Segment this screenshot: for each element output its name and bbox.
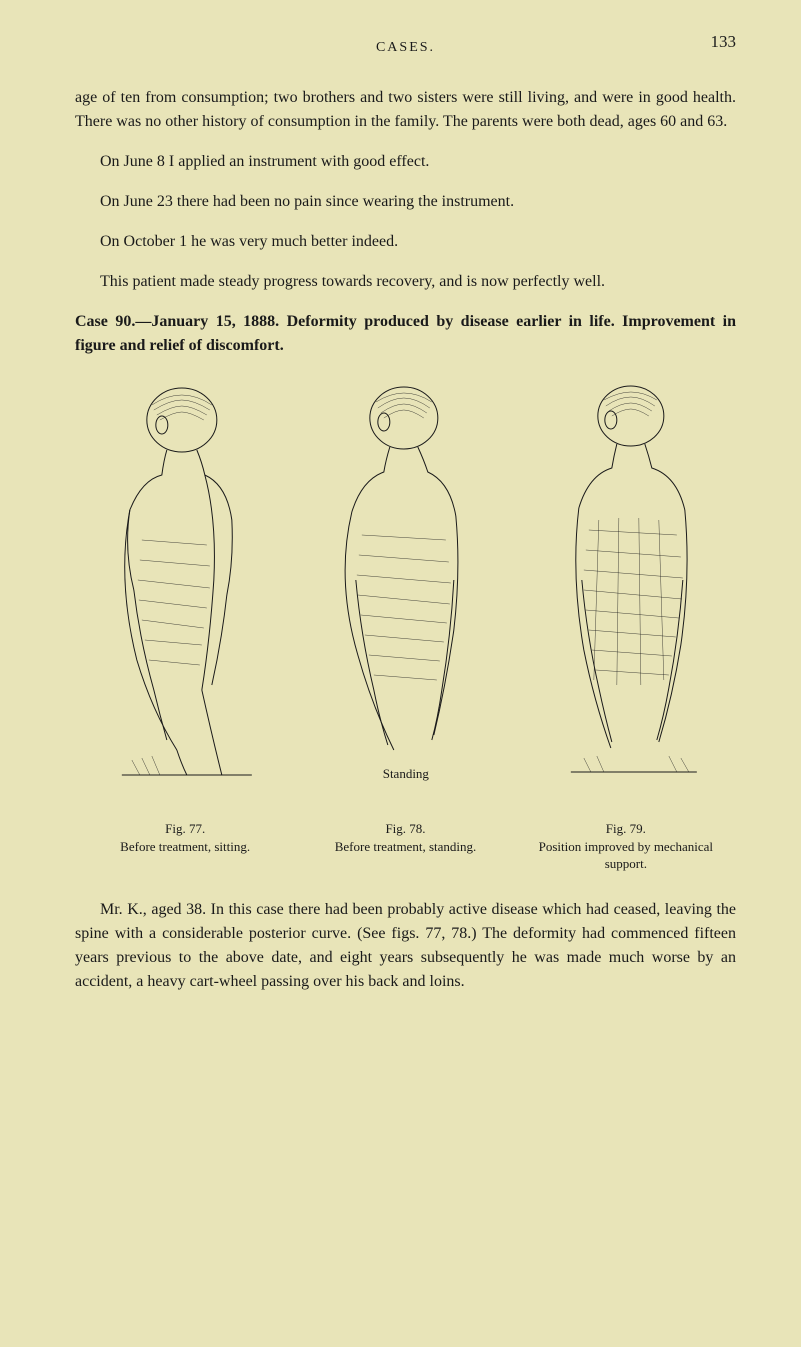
fig77-label: Fig. 77.: [165, 821, 205, 836]
paragraph-3: On June 23 there had been no pain since …: [75, 190, 736, 214]
paragraph-5: This patient made steady progress toward…: [75, 270, 736, 294]
paragraph-4: On October 1 he was very much better ind…: [75, 230, 736, 254]
figure-77: [75, 380, 289, 805]
fig78-label: Fig. 78.: [385, 821, 425, 836]
page-container: CASES. 133 age of ten from consumption; …: [0, 0, 801, 1042]
fig79-label: Fig. 79.: [606, 821, 646, 836]
caption-77: Fig. 77. Before treatment, sitting.: [75, 820, 295, 873]
fig79-caption: Position improved by mechanical support.: [539, 839, 713, 872]
paragraph-6: Mr. K., aged 38. In this case there had …: [75, 898, 736, 994]
paragraph-1: age of ten from consumption; two brother…: [75, 86, 736, 134]
fig78-caption: Before treatment, standing.: [335, 839, 477, 854]
case-heading: Case 90.—January 15, 1888. Deformity pro…: [75, 310, 736, 358]
paragraph-2: On June 8 I applied an instrument with g…: [75, 150, 736, 174]
figure-79-svg: [522, 380, 736, 800]
figure-79: [522, 380, 736, 805]
header-label: CASES.: [75, 40, 736, 56]
figure-78-svg: Standing: [299, 380, 513, 800]
page-number: 133: [711, 32, 737, 52]
figures-row: Standing: [75, 380, 736, 805]
header-row: CASES. 133: [75, 40, 736, 56]
caption-row: Fig. 77. Before treatment, sitting. Fig.…: [75, 820, 736, 873]
fig77-caption: Before treatment, sitting.: [120, 839, 250, 854]
standing-label: Standing: [382, 766, 429, 781]
caption-79: Fig. 79. Position improved by mechanical…: [516, 820, 736, 873]
figure-78: Standing: [299, 380, 513, 805]
figure-77-svg: [75, 380, 289, 800]
caption-78: Fig. 78. Before treatment, standing.: [295, 820, 515, 873]
